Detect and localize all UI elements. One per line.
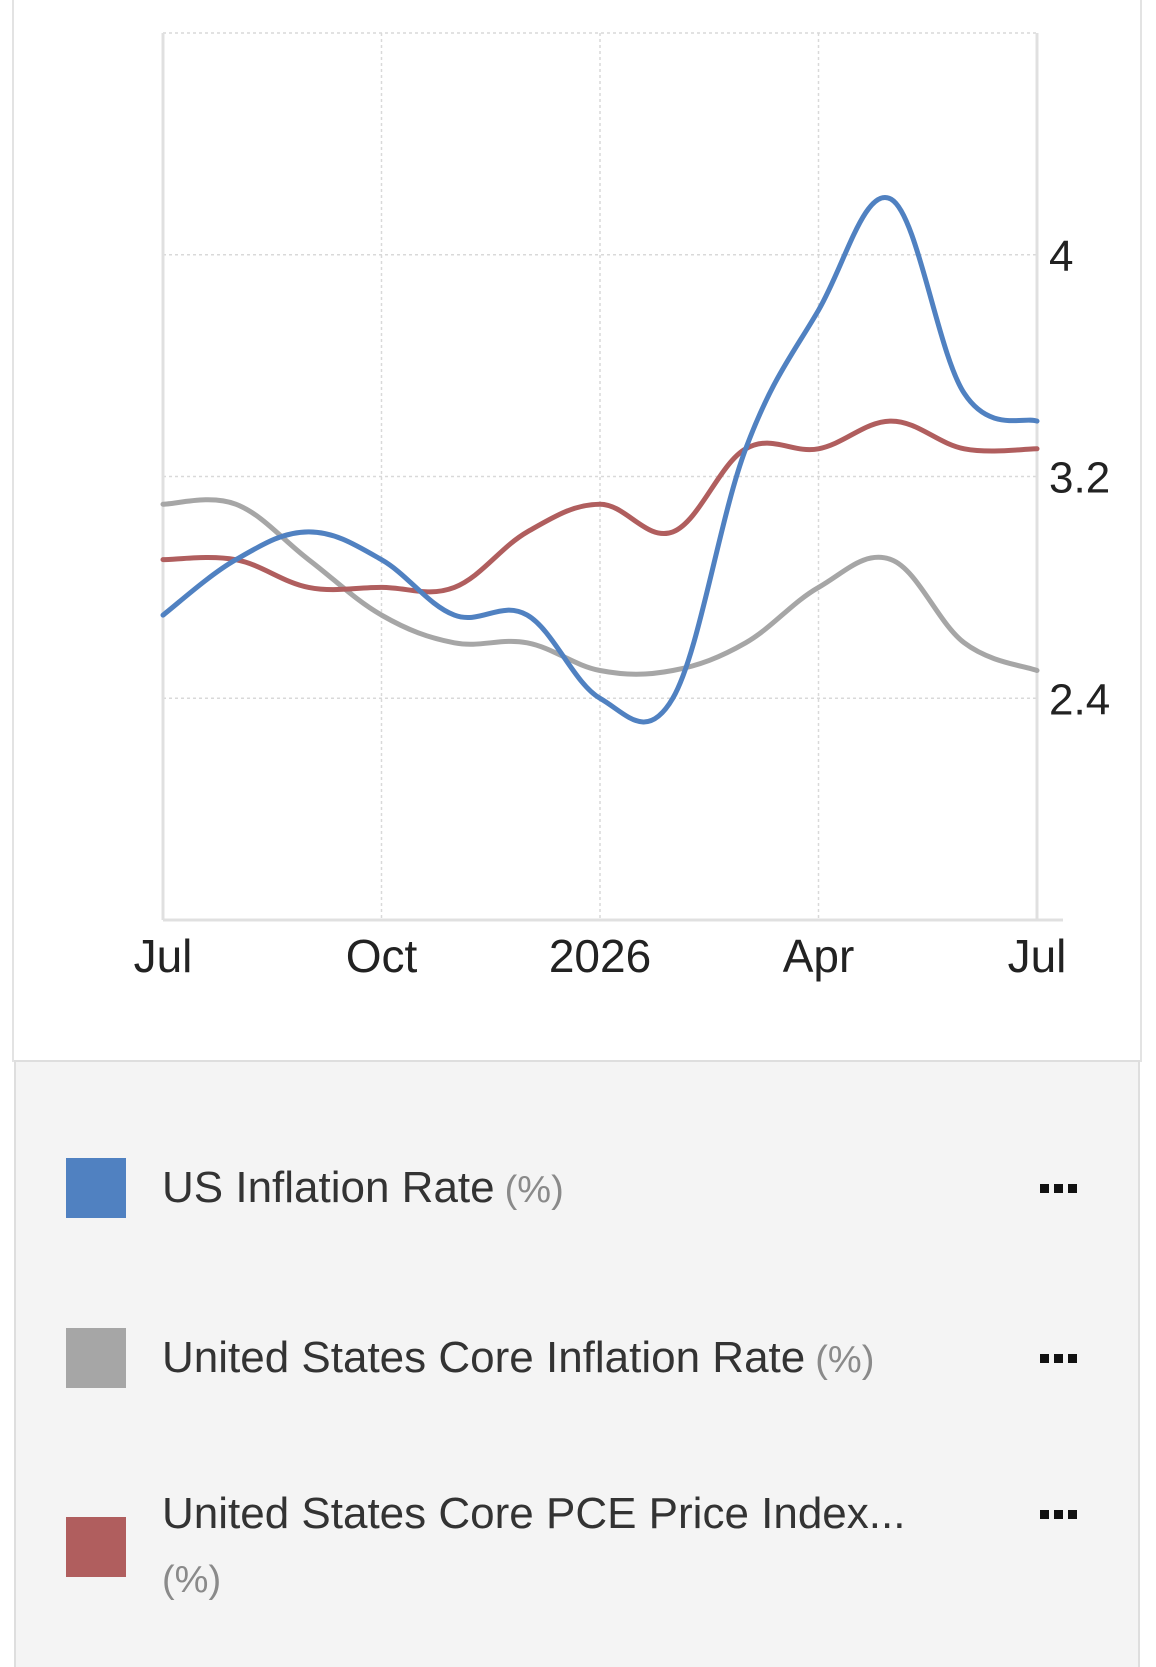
y-tick-label: 4 [1049,232,1073,281]
y-tick-label: 2.4 [1049,675,1110,724]
legend-series-unit: (%) [162,1559,222,1601]
x-tick-label: 2026 [549,930,651,982]
more-options-button[interactable] [1028,1484,1088,1544]
more-options-button[interactable] [1028,1328,1088,1388]
legend-label: United States Core Inflation Rate (%) [162,1326,962,1392]
x-tick-label: Jul [1008,930,1067,982]
line-chart: Jul Oct 2026 Apr Jul 2.4 3.2 4 [134,32,1111,982]
series-line-1 [160,497,1040,677]
y-tick-label: 3.2 [1049,454,1110,503]
axis-labels: Jul Oct 2026 Apr Jul 2.4 3.2 4 [134,232,1111,982]
legend-series-name: United States Core Inflation Rate [162,1333,806,1382]
more-options-button[interactable] [1028,1158,1088,1218]
more-dots-icon [1039,1183,1077,1193]
legend-series-name: US Inflation Rate [162,1163,495,1212]
x-tick-label: Jul [134,930,193,982]
more-dots-icon [1039,1353,1077,1363]
legend-swatch [66,1158,126,1218]
legend-label: US Inflation Rate (%) [162,1156,962,1222]
grid [161,32,1063,922]
legend-label: United States Core PCE Price Index... (%) [162,1482,962,1612]
series-line-2 [160,418,1040,595]
series-line-0 [160,195,1040,725]
legend-series-unit: (%) [815,1339,875,1381]
legend-panel: US Inflation Rate (%) United States Core … [14,1060,1140,1667]
legend-series-name: United States Core PCE Price Index... [162,1489,906,1538]
series-lines [160,195,1040,725]
frame-left-border [12,0,14,1062]
more-dots-icon [1039,1509,1077,1519]
legend-series-unit: (%) [504,1169,564,1211]
legend-swatch [66,1517,126,1577]
x-tick-label: Oct [346,930,418,982]
frame-right-border [1140,0,1142,1062]
legend-swatch [66,1328,126,1388]
x-tick-label: Apr [783,930,855,982]
